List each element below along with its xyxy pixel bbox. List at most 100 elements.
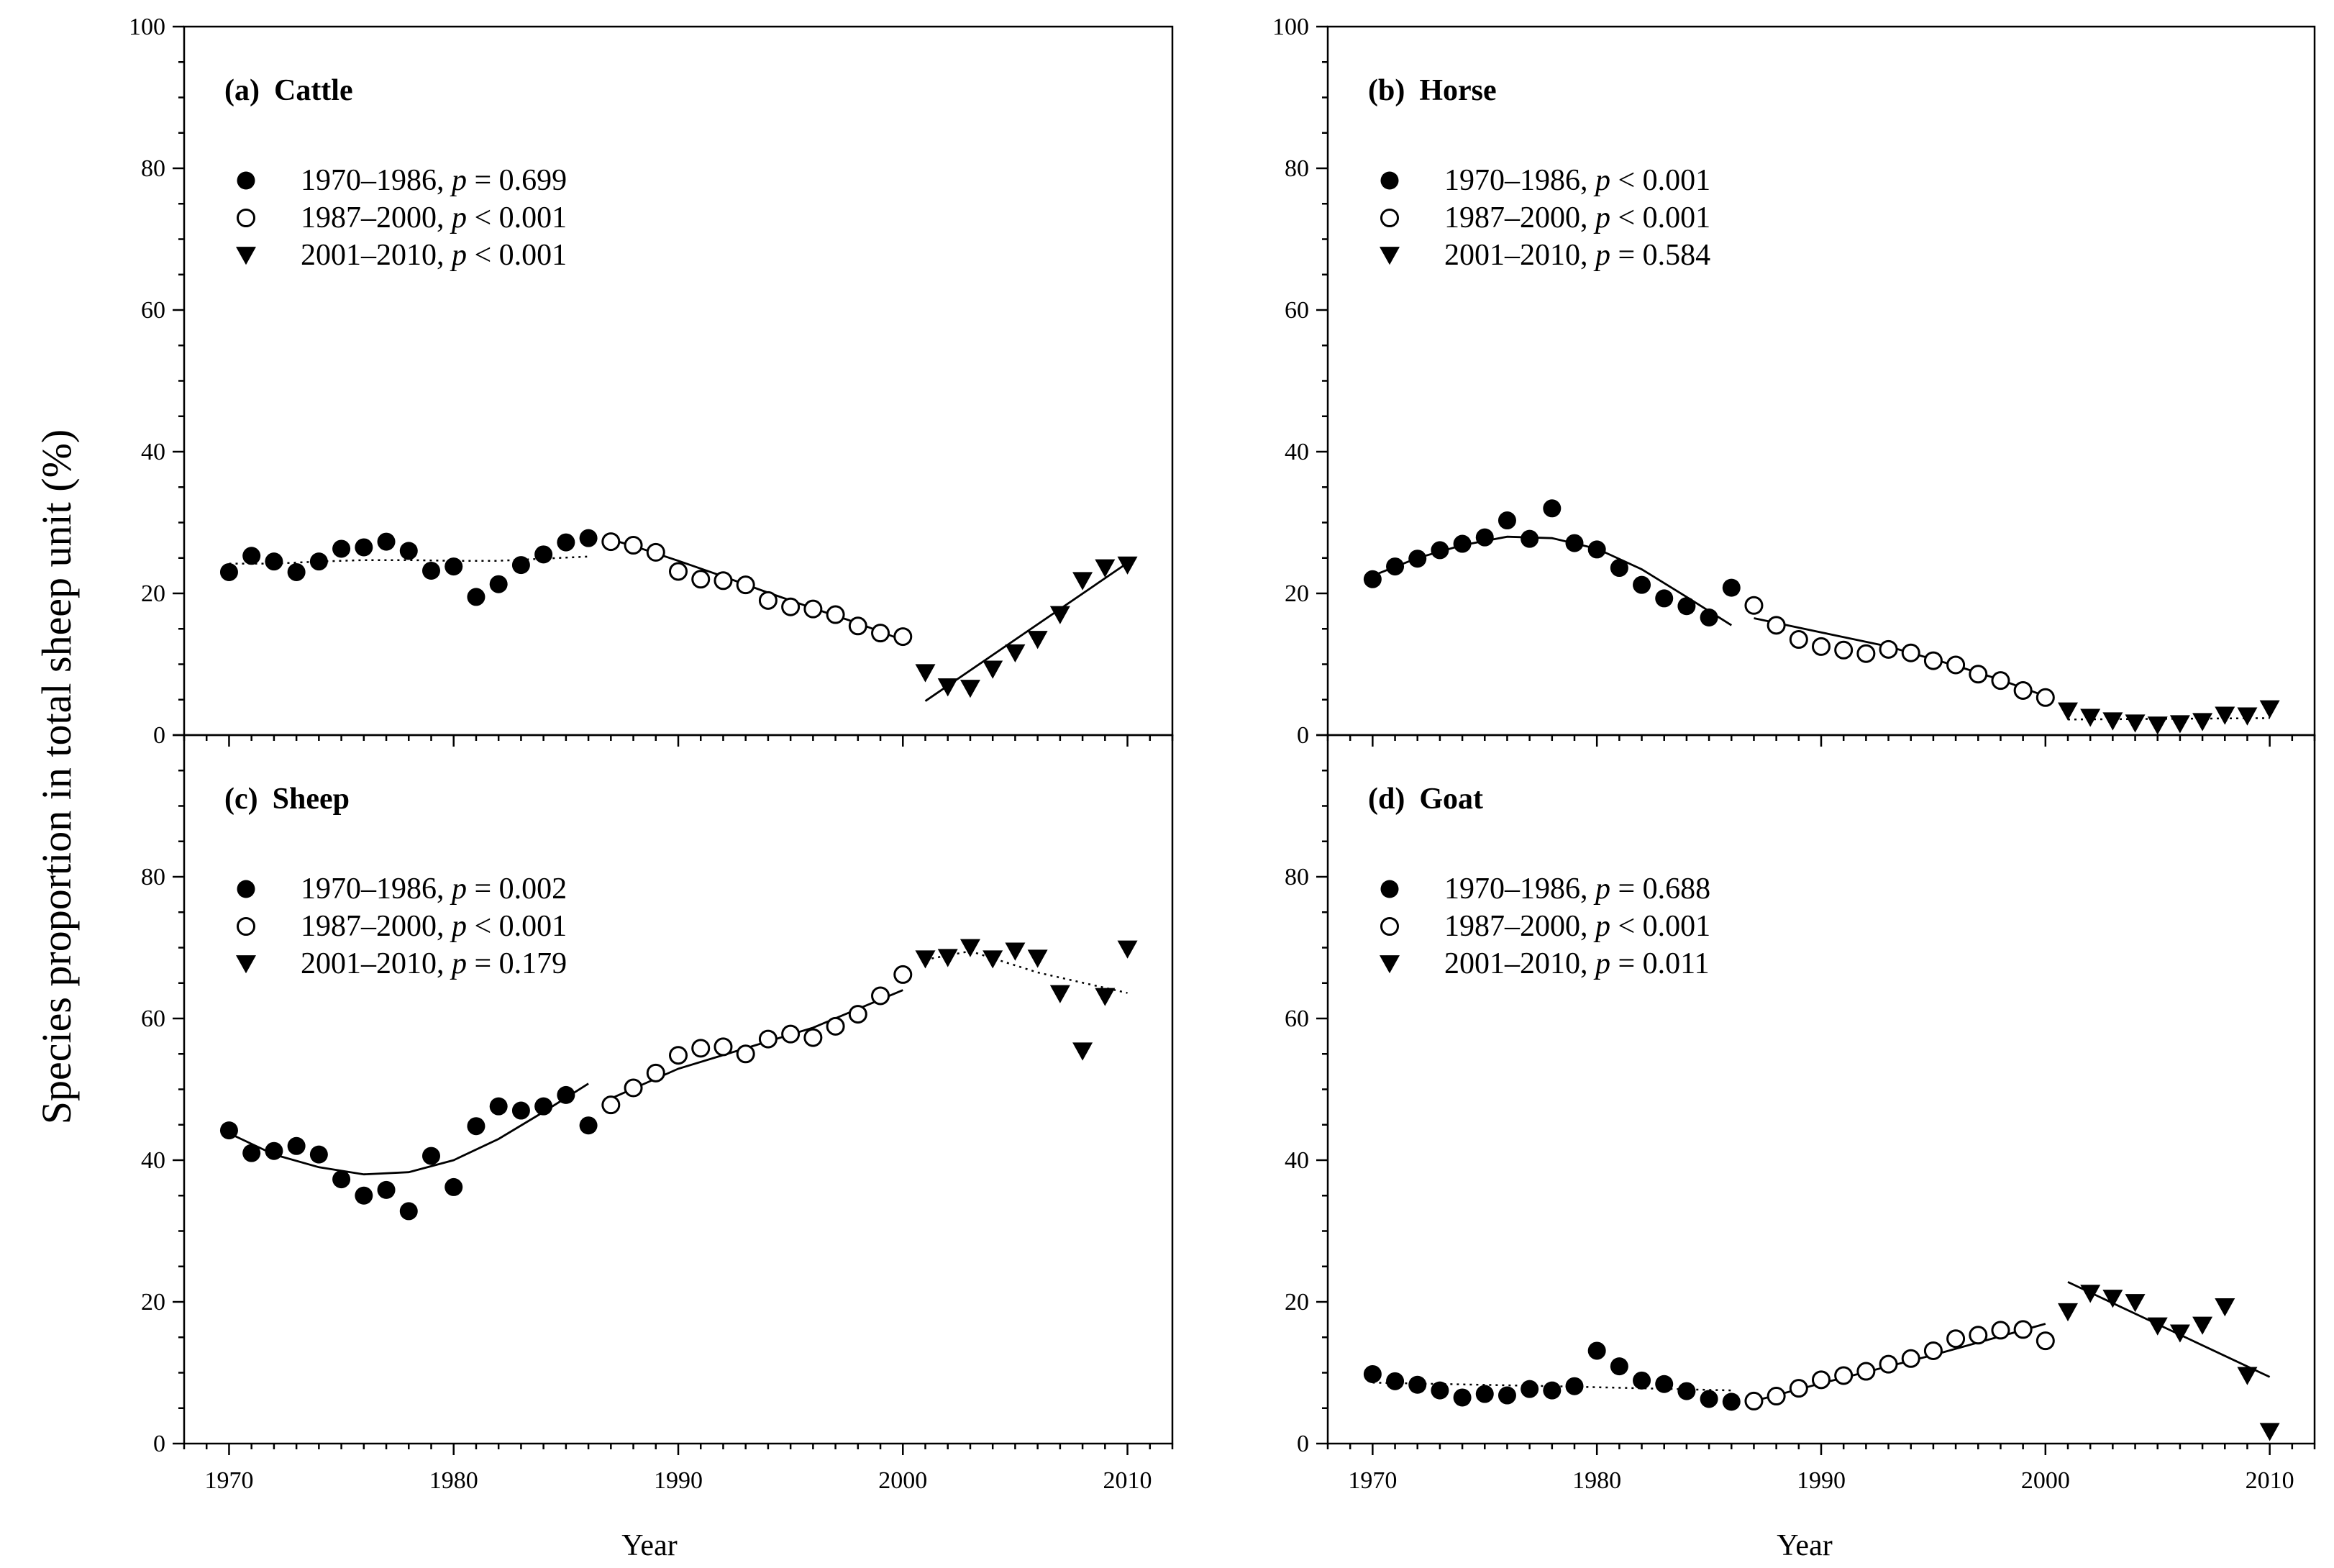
data-point (219, 562, 238, 581)
legend-p-symbol: p (450, 239, 467, 272)
y-tick-label: 80 (1285, 155, 1309, 182)
data-point (646, 1063, 665, 1082)
panel-a: 0 20 40 60 80 100 (a) Cattle 1970–1986, p = 0.69… (129, 14, 1174, 749)
data-point (1655, 589, 1674, 608)
legend-marker (237, 171, 255, 190)
y-tick-label: 40 (1285, 1147, 1309, 1174)
series-2001–2010 (2058, 700, 2280, 735)
data-point (2259, 1423, 2280, 1441)
y-tick-label: 0 (1297, 722, 1309, 749)
data-point (1565, 534, 1584, 552)
data-point (1027, 631, 1048, 649)
fit-line-solid (924, 562, 1129, 702)
data-point (736, 575, 755, 595)
series-1970–1986 (1363, 1341, 1741, 1411)
y-tick-label: 80 (141, 864, 165, 890)
legend-marker (236, 955, 256, 974)
data-point (1095, 988, 1116, 1006)
data-point (534, 1097, 553, 1116)
series-1987–2000 (1744, 596, 2055, 707)
legend-p-symbol: p (450, 872, 467, 906)
x-tick-label: 1970 (1348, 1467, 1397, 1494)
data-point (1453, 534, 1472, 553)
legend-p-symbol: p (450, 947, 467, 980)
series-1987–2000 (601, 532, 913, 647)
data-point (1879, 639, 1898, 659)
data-point (309, 1145, 328, 1164)
data-point (1677, 1382, 1696, 1400)
series-2001–2010 (915, 939, 1138, 1061)
legend-period: 1970–1986, (1444, 872, 1595, 906)
data-point (1386, 1372, 1405, 1390)
data-point (2169, 715, 2190, 734)
data-point (1386, 557, 1405, 576)
legend: 1970–1986, p = 0.699 1987–2000, p < 0.001… (236, 164, 567, 272)
data-point (826, 1016, 845, 1036)
legend-p-value: = 0.699 (467, 164, 567, 197)
data-point (1923, 1341, 1943, 1360)
data-point (2147, 1317, 2168, 1336)
data-point (1521, 1380, 1539, 1398)
data-point (781, 1024, 801, 1044)
panels-group: 0 20 40 60 80 100 (a) Cattle 1970–1986, p = 0.69… (129, 14, 2316, 1494)
data-point (983, 950, 1003, 969)
data-point (1408, 550, 1427, 568)
data-point (669, 1046, 688, 1065)
x-tick-label: 1980 (1572, 1467, 1621, 1494)
y-tick-label: 60 (141, 297, 165, 324)
legend-label: 1970–1986, p = 0.002 (301, 872, 567, 906)
y-tick-label: 0 (153, 1431, 165, 1457)
legend-label: 2001–2010, p < 0.001 (301, 239, 567, 272)
data-point (265, 552, 283, 571)
data-point (1834, 1366, 1854, 1385)
panel-title-name: Sheep (273, 783, 350, 816)
legend-period: 2001–2010, (1444, 239, 1595, 272)
data-point (489, 1097, 508, 1116)
data-point (1812, 637, 1831, 656)
data-point (1633, 575, 1651, 594)
data-point (1700, 608, 1718, 626)
y-tick-label: 100 (1272, 14, 1309, 40)
legend: 1970–1986, p = 0.688 1987–2000, p < 0.001… (1380, 872, 1710, 980)
data-point (1677, 597, 1696, 616)
data-point (1812, 1370, 1831, 1390)
data-point (332, 539, 351, 558)
data-point (983, 660, 1003, 679)
data-point (871, 624, 890, 643)
data-point (511, 1101, 530, 1120)
data-point (1049, 985, 1070, 1003)
data-point (2080, 1285, 2101, 1303)
data-point (959, 939, 980, 957)
data-point (1923, 651, 1943, 670)
data-point (579, 1116, 598, 1135)
legend-p-symbol: p (450, 910, 467, 943)
data-point (557, 1085, 575, 1104)
data-point (422, 561, 440, 580)
data-point (2102, 1290, 2123, 1308)
legend-p-value: < 0.001 (467, 910, 567, 943)
data-point (1363, 570, 1382, 588)
legend-p-symbol: p (1593, 872, 1610, 906)
fit-line-dotted (2067, 717, 2270, 721)
legend-label: 1970–1986, p = 0.688 (1444, 872, 1710, 906)
data-point (219, 1121, 238, 1140)
panel-title: (d) Goat (1368, 783, 1483, 816)
data-point (377, 1180, 396, 1199)
data-point (1431, 541, 1449, 560)
data-point (937, 949, 958, 967)
data-point (1722, 1392, 1741, 1411)
data-point (445, 1177, 463, 1196)
data-point (1117, 556, 1138, 575)
legend-marker (1380, 209, 1399, 227)
data-point (959, 680, 980, 698)
data-point (1700, 1390, 1718, 1408)
legend-marker (1380, 171, 1399, 190)
data-point (848, 1005, 867, 1024)
data-point (2080, 708, 2101, 727)
legend-period: 1970–1986, (301, 164, 452, 197)
legend-period: 1970–1986, (301, 872, 452, 906)
legend-marker (237, 917, 255, 936)
data-point (557, 533, 575, 552)
